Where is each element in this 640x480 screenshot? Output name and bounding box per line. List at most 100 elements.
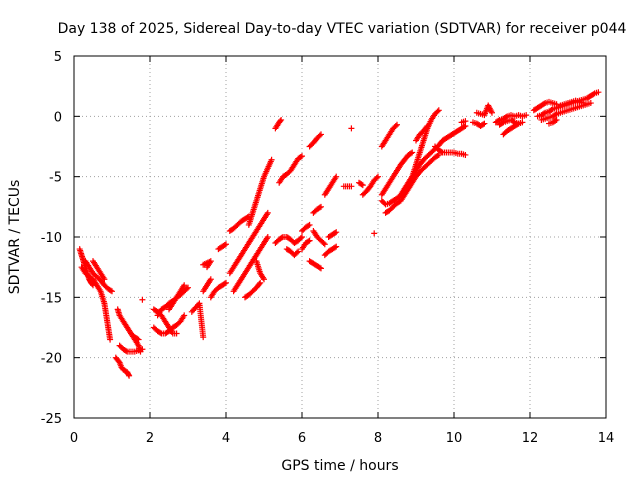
plus-markers bbox=[299, 221, 313, 234]
plus-markers bbox=[139, 296, 146, 303]
data-series-15 bbox=[200, 276, 214, 295]
data-series-50 bbox=[458, 118, 469, 126]
data-series-6 bbox=[116, 342, 146, 355]
plus-markers bbox=[382, 151, 442, 216]
data-series-11 bbox=[150, 312, 188, 337]
plus-markers bbox=[378, 121, 400, 150]
data-series-28 bbox=[283, 246, 302, 259]
plus-markers bbox=[538, 100, 594, 123]
plus-markers bbox=[496, 116, 526, 128]
data-series-42 bbox=[371, 230, 378, 237]
plus-markers bbox=[557, 97, 587, 109]
data-series-26 bbox=[272, 234, 305, 247]
data-series-23 bbox=[245, 156, 275, 228]
data-series-51 bbox=[470, 119, 488, 129]
data-series-58 bbox=[538, 100, 594, 123]
data-series-37 bbox=[325, 229, 340, 240]
data-series-19 bbox=[226, 213, 252, 234]
plus-markers bbox=[348, 125, 355, 132]
plus-markers bbox=[150, 312, 188, 337]
plus-markers bbox=[299, 237, 313, 253]
chart-title: Day 138 of 2025, Sidereal Day-to-day VTE… bbox=[58, 21, 627, 37]
plus-markers bbox=[413, 122, 431, 144]
plus-markers bbox=[283, 246, 302, 259]
data-series-33 bbox=[310, 203, 324, 216]
plus-markers bbox=[242, 279, 264, 301]
plus-markers bbox=[546, 116, 560, 127]
data-series-52 bbox=[473, 102, 495, 119]
y-tick-label: -10 bbox=[41, 231, 62, 246]
plus-markers bbox=[530, 98, 560, 114]
y-tick-label: 5 bbox=[54, 50, 62, 65]
data-series-18 bbox=[215, 241, 229, 253]
x-tick-label: 6 bbox=[298, 431, 306, 446]
data-series-14 bbox=[188, 300, 207, 341]
data-series-2 bbox=[78, 264, 114, 343]
data-series-16 bbox=[200, 258, 214, 271]
plus-markers bbox=[359, 173, 381, 198]
data-series-27 bbox=[276, 153, 305, 186]
plus-markers bbox=[200, 258, 214, 271]
plus-markers bbox=[253, 258, 267, 283]
y-tick-label: 0 bbox=[54, 110, 62, 125]
plus-markers bbox=[321, 173, 340, 198]
plus-markers bbox=[78, 264, 114, 343]
plus-markers bbox=[272, 234, 305, 247]
y-tick-label: -25 bbox=[41, 412, 62, 427]
data-series-7 bbox=[112, 354, 133, 379]
data-series-29 bbox=[299, 221, 313, 234]
data-series-17 bbox=[207, 279, 229, 301]
data-series-31 bbox=[306, 258, 324, 272]
plus-markers bbox=[215, 241, 229, 253]
data-series-39 bbox=[348, 125, 355, 132]
x-tick-label: 12 bbox=[522, 431, 539, 446]
data-series-49 bbox=[432, 143, 469, 158]
plus-markers bbox=[470, 119, 488, 129]
plus-markers bbox=[371, 230, 378, 237]
plus-markers bbox=[306, 131, 324, 150]
data-series-25 bbox=[272, 116, 285, 132]
data-series-34 bbox=[310, 227, 328, 248]
data-series-53 bbox=[492, 112, 530, 126]
plus-markers bbox=[82, 258, 115, 295]
data-series-48 bbox=[413, 122, 431, 144]
x-tick-label: 0 bbox=[70, 431, 78, 446]
data-series-38 bbox=[340, 183, 355, 190]
plus-markers bbox=[401, 107, 442, 192]
plus-markers bbox=[207, 279, 229, 301]
data-series-44 bbox=[378, 149, 416, 198]
data-series-46 bbox=[382, 151, 442, 216]
plus-markers bbox=[116, 342, 146, 355]
data-series-8 bbox=[128, 330, 142, 343]
y-tick-label: -20 bbox=[41, 352, 62, 367]
x-tick-label: 4 bbox=[222, 431, 230, 446]
plus-markers bbox=[473, 102, 495, 119]
data-series-4 bbox=[90, 258, 108, 283]
plus-markers bbox=[340, 183, 355, 190]
plus-markers bbox=[492, 112, 530, 126]
data-series-3 bbox=[82, 258, 115, 295]
plus-markers bbox=[188, 300, 207, 341]
data-series-22 bbox=[242, 279, 264, 301]
plus-markers bbox=[128, 330, 142, 343]
x-tick-label: 10 bbox=[446, 431, 463, 446]
data-series-56 bbox=[530, 98, 560, 114]
data-series-47 bbox=[401, 107, 442, 192]
data-series-43 bbox=[378, 121, 400, 150]
plus-markers bbox=[90, 258, 108, 283]
plus-markers bbox=[200, 276, 214, 295]
y-tick-label: -5 bbox=[49, 171, 62, 186]
data-series-54 bbox=[496, 116, 526, 128]
plus-markers bbox=[321, 243, 340, 259]
plus-markers bbox=[245, 156, 275, 228]
plus-markers bbox=[166, 282, 188, 313]
plus-markers bbox=[226, 213, 252, 234]
plus-markers bbox=[325, 229, 340, 240]
plus-markers bbox=[272, 116, 285, 132]
plus-markers bbox=[378, 149, 416, 198]
data-marks bbox=[76, 89, 602, 379]
data-series-40 bbox=[359, 173, 381, 198]
x-tick-label: 14 bbox=[598, 431, 615, 446]
data-series-13 bbox=[166, 282, 188, 313]
